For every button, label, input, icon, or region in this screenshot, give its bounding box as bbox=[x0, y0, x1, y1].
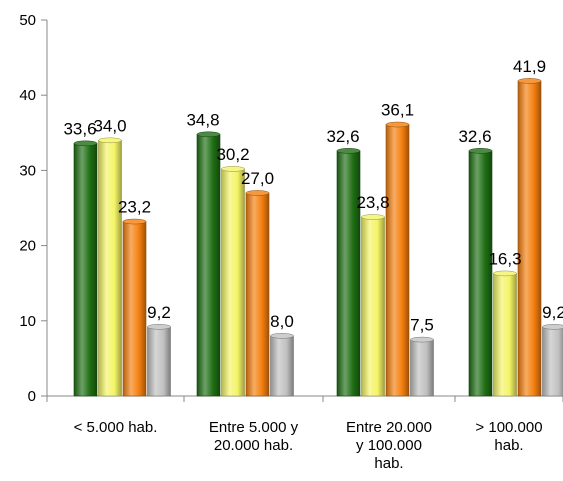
data-label: 23,2 bbox=[118, 198, 151, 217]
data-label: 9,2 bbox=[147, 303, 171, 322]
data-label: 7,5 bbox=[410, 316, 434, 335]
category-label: Entre 20.000 y 100.000 hab. bbox=[346, 419, 432, 472]
data-label: 16,3 bbox=[488, 249, 521, 268]
bar bbox=[196, 134, 221, 397]
y-tick-label: 40 bbox=[19, 87, 36, 104]
bar-cap bbox=[270, 333, 294, 339]
data-label: 32,6 bbox=[326, 127, 359, 146]
category-label-line: Entre 5.000 y bbox=[209, 419, 299, 436]
bar bbox=[147, 326, 171, 397]
data-label: 36,1 bbox=[381, 101, 414, 120]
bar-cap bbox=[361, 214, 385, 220]
data-label: 8,0 bbox=[270, 312, 294, 331]
bar-cap bbox=[410, 336, 434, 343]
bar-cap bbox=[385, 121, 410, 128]
bar bbox=[270, 335, 294, 397]
bar-cap bbox=[196, 131, 221, 138]
label-layer: 33,634,0 23,2 9,2 < 5.000 hab. 34,8 30,2 27,0 8… bbox=[63, 57, 563, 472]
bar-cap bbox=[245, 190, 270, 196]
data-label: 34,8 bbox=[186, 110, 219, 129]
bar-cap bbox=[122, 218, 147, 225]
bar-cap bbox=[542, 324, 563, 330]
bar-cap bbox=[147, 324, 171, 330]
bar-cap bbox=[493, 270, 517, 277]
bar-cap bbox=[73, 140, 98, 147]
bar bbox=[122, 221, 147, 397]
bar bbox=[98, 140, 122, 397]
category-label-line: Entre 20.000 bbox=[346, 419, 432, 436]
bar-cap bbox=[221, 166, 245, 172]
category-label-line: hab. bbox=[374, 455, 403, 472]
y-tick-label: 0 bbox=[28, 388, 36, 405]
bar bbox=[361, 216, 385, 397]
category-label-line: hab. bbox=[494, 437, 523, 454]
bar bbox=[517, 80, 542, 397]
data-label: 32,6 bbox=[458, 127, 491, 146]
bar bbox=[542, 326, 563, 397]
bar-cap bbox=[468, 148, 493, 154]
bar bbox=[245, 192, 270, 397]
bar bbox=[336, 150, 361, 397]
data-label: 30,2 bbox=[216, 145, 249, 164]
bar-cap bbox=[98, 137, 122, 144]
data-label: 27,0 bbox=[241, 169, 274, 188]
category-label-line: 20.000 hab. bbox=[214, 437, 293, 454]
bar bbox=[221, 168, 245, 397]
category-label: < 5.000 hab. bbox=[74, 419, 158, 436]
category-label-line: > 100.000 bbox=[475, 419, 542, 436]
category-label: Entre 5.000 y 20.000 hab. bbox=[209, 419, 299, 454]
data-label: 33,6 bbox=[63, 119, 96, 138]
bar bbox=[73, 143, 98, 397]
y-tick-label: 10 bbox=[19, 313, 36, 330]
y-tick-label: 30 bbox=[19, 162, 36, 179]
y-tick-label: 20 bbox=[19, 238, 36, 255]
bar bbox=[385, 124, 410, 397]
bar bbox=[493, 273, 517, 397]
category-label-line: y 100.000 bbox=[356, 437, 422, 454]
data-label: 23,8 bbox=[356, 193, 389, 212]
data-label: 34,0 bbox=[93, 116, 126, 135]
category-label: > 100.000 hab. bbox=[475, 419, 542, 454]
bar-cap bbox=[336, 148, 361, 154]
category-label-line: < 5.000 hab. bbox=[74, 419, 158, 436]
bar-layer bbox=[73, 78, 563, 397]
bar bbox=[410, 339, 434, 397]
bar-cap bbox=[517, 78, 542, 84]
data-label: 41,9 bbox=[513, 57, 546, 76]
data-label: 9,2 bbox=[542, 303, 563, 322]
bar bbox=[468, 150, 493, 397]
y-tick-label: 50 bbox=[19, 12, 36, 29]
